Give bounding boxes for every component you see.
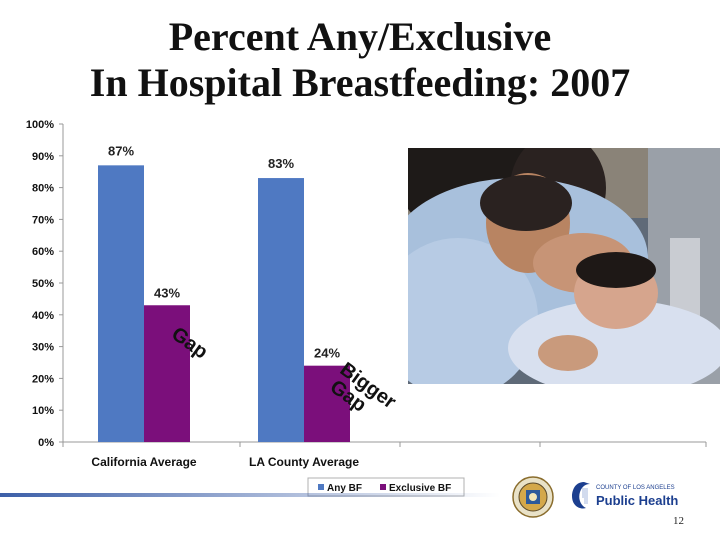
slide-title-line-1: Percent Any/Exclusive bbox=[168, 14, 552, 59]
y-axis-tick-label: 30% bbox=[32, 342, 54, 354]
any-bf-data-label: 87% bbox=[108, 143, 134, 158]
public-health-logo-text: Public Health bbox=[596, 493, 678, 508]
y-axis-tick-label: 40% bbox=[32, 310, 54, 322]
exclusive-bf-bar bbox=[144, 305, 190, 442]
category-labels: California Average LA County Average bbox=[91, 455, 359, 469]
public-health-logo: COUNTY OF LOS ANGELES Public Health bbox=[570, 478, 680, 512]
legend-swatch bbox=[380, 484, 386, 490]
y-axis-tick-label: 0% bbox=[38, 437, 54, 449]
chart-bars bbox=[98, 165, 350, 442]
y-axis-tick-label: 100% bbox=[26, 119, 54, 131]
exclusive-bf-data-label: 43% bbox=[154, 285, 180, 300]
category-label: LA County Average bbox=[249, 455, 359, 469]
y-axis-tick-label: 90% bbox=[32, 151, 54, 163]
y-axis-tick-label: 80% bbox=[32, 183, 54, 195]
any-bf-bar bbox=[98, 165, 144, 442]
y-axis-tick-label: 60% bbox=[32, 246, 54, 258]
slide-title: Percent Any/Exclusive In Hospital Breast… bbox=[0, 14, 720, 106]
y-axis-tick-label: 70% bbox=[32, 214, 54, 226]
slide-footer-bar bbox=[0, 493, 500, 497]
exclusive-bf-data-label: 24% bbox=[314, 346, 340, 361]
y-axis-tick-label: 50% bbox=[32, 278, 54, 290]
y-axis-tick-label: 20% bbox=[32, 373, 54, 385]
legend-label: Any BF bbox=[327, 483, 362, 494]
public-health-logo-county-text: COUNTY OF LOS ANGELES bbox=[596, 485, 675, 491]
category-label: California Average bbox=[91, 455, 196, 469]
legend-swatch bbox=[318, 484, 324, 490]
y-axis-tick-label: 10% bbox=[32, 405, 54, 417]
page-number: 12 bbox=[673, 515, 684, 527]
chart-data-labels: 87% 43% 83% 24% bbox=[108, 143, 340, 360]
legend-label: Exclusive BF bbox=[389, 483, 451, 494]
exclusive-bf-bar bbox=[304, 365, 350, 442]
county-seal-logo bbox=[512, 476, 554, 518]
any-bf-bar bbox=[258, 178, 304, 442]
breastfeeding-bar-chart: 0% 10% 20% 30% 40% 50% 60% 70% 80% 90% 100% 87% 43%… bbox=[26, 119, 707, 497]
y-axis-ticks: 0% 10% 20% 30% 40% 50% 60% 70% 80% 90% 100% bbox=[26, 119, 63, 449]
any-bf-data-label: 83% bbox=[268, 156, 294, 171]
mother-breastfeeding-photo bbox=[408, 148, 720, 384]
slide-title-line-2: In Hospital Breastfeeding: 2007 bbox=[89, 60, 631, 105]
